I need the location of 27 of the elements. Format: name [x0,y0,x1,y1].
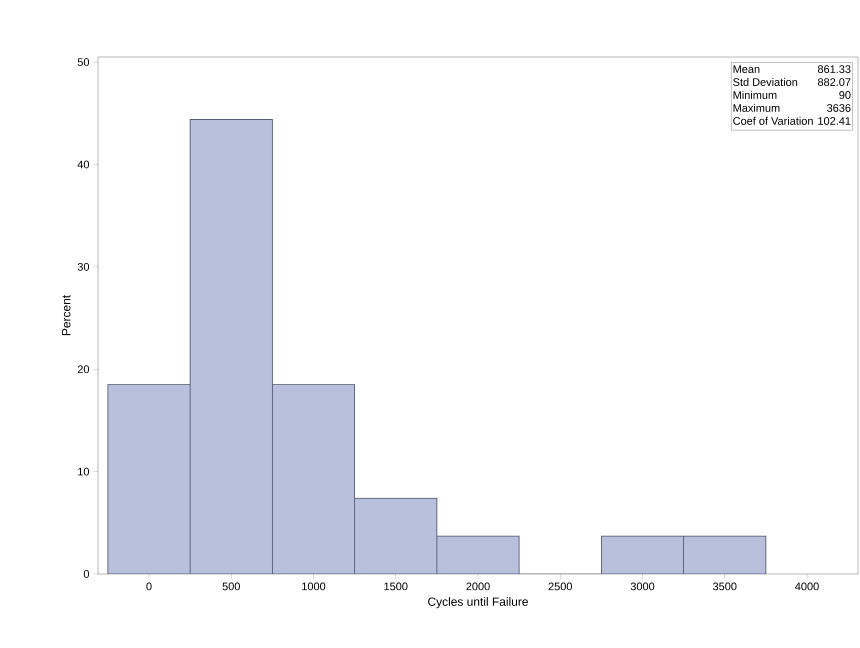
x-tick-label: 1000 [302,582,326,590]
y-axis-title: Percent [62,294,70,336]
annotation: 102.41 [818,117,850,125]
annotation: 882.07 [818,78,850,86]
annotation: Coef of Variation [733,116,813,125]
annotation: 90 [839,91,851,99]
annotation: 3636 [827,104,850,112]
y-tick-label: 30 [78,263,90,271]
x-tick-label: 4000 [795,582,819,590]
x-tick-label: 0 [146,582,152,590]
x-tick-label: 3500 [712,582,737,590]
annotation: 861.33 [818,65,850,74]
x-tick-label: 3000 [630,582,654,590]
x-tick-label: 500 [222,582,240,590]
x-axis-title: Cycles until Failure [428,597,528,608]
y-tick-label: 50 [78,58,90,66]
y-tick-label: 0 [84,570,90,578]
annotation: Mean [734,65,760,74]
y-tick-label: 40 [78,160,90,168]
x-tick-label: 2000 [466,582,490,590]
x-tick-label: 1500 [384,582,408,590]
annotation: Maximum [734,104,780,112]
annotation: Std Deviation [733,78,798,86]
y-tick-label: 10 [78,468,90,476]
annotation: Minimum [734,90,776,99]
y-tick-label: 20 [78,365,90,374]
x-tick-label: 2500 [548,582,572,590]
